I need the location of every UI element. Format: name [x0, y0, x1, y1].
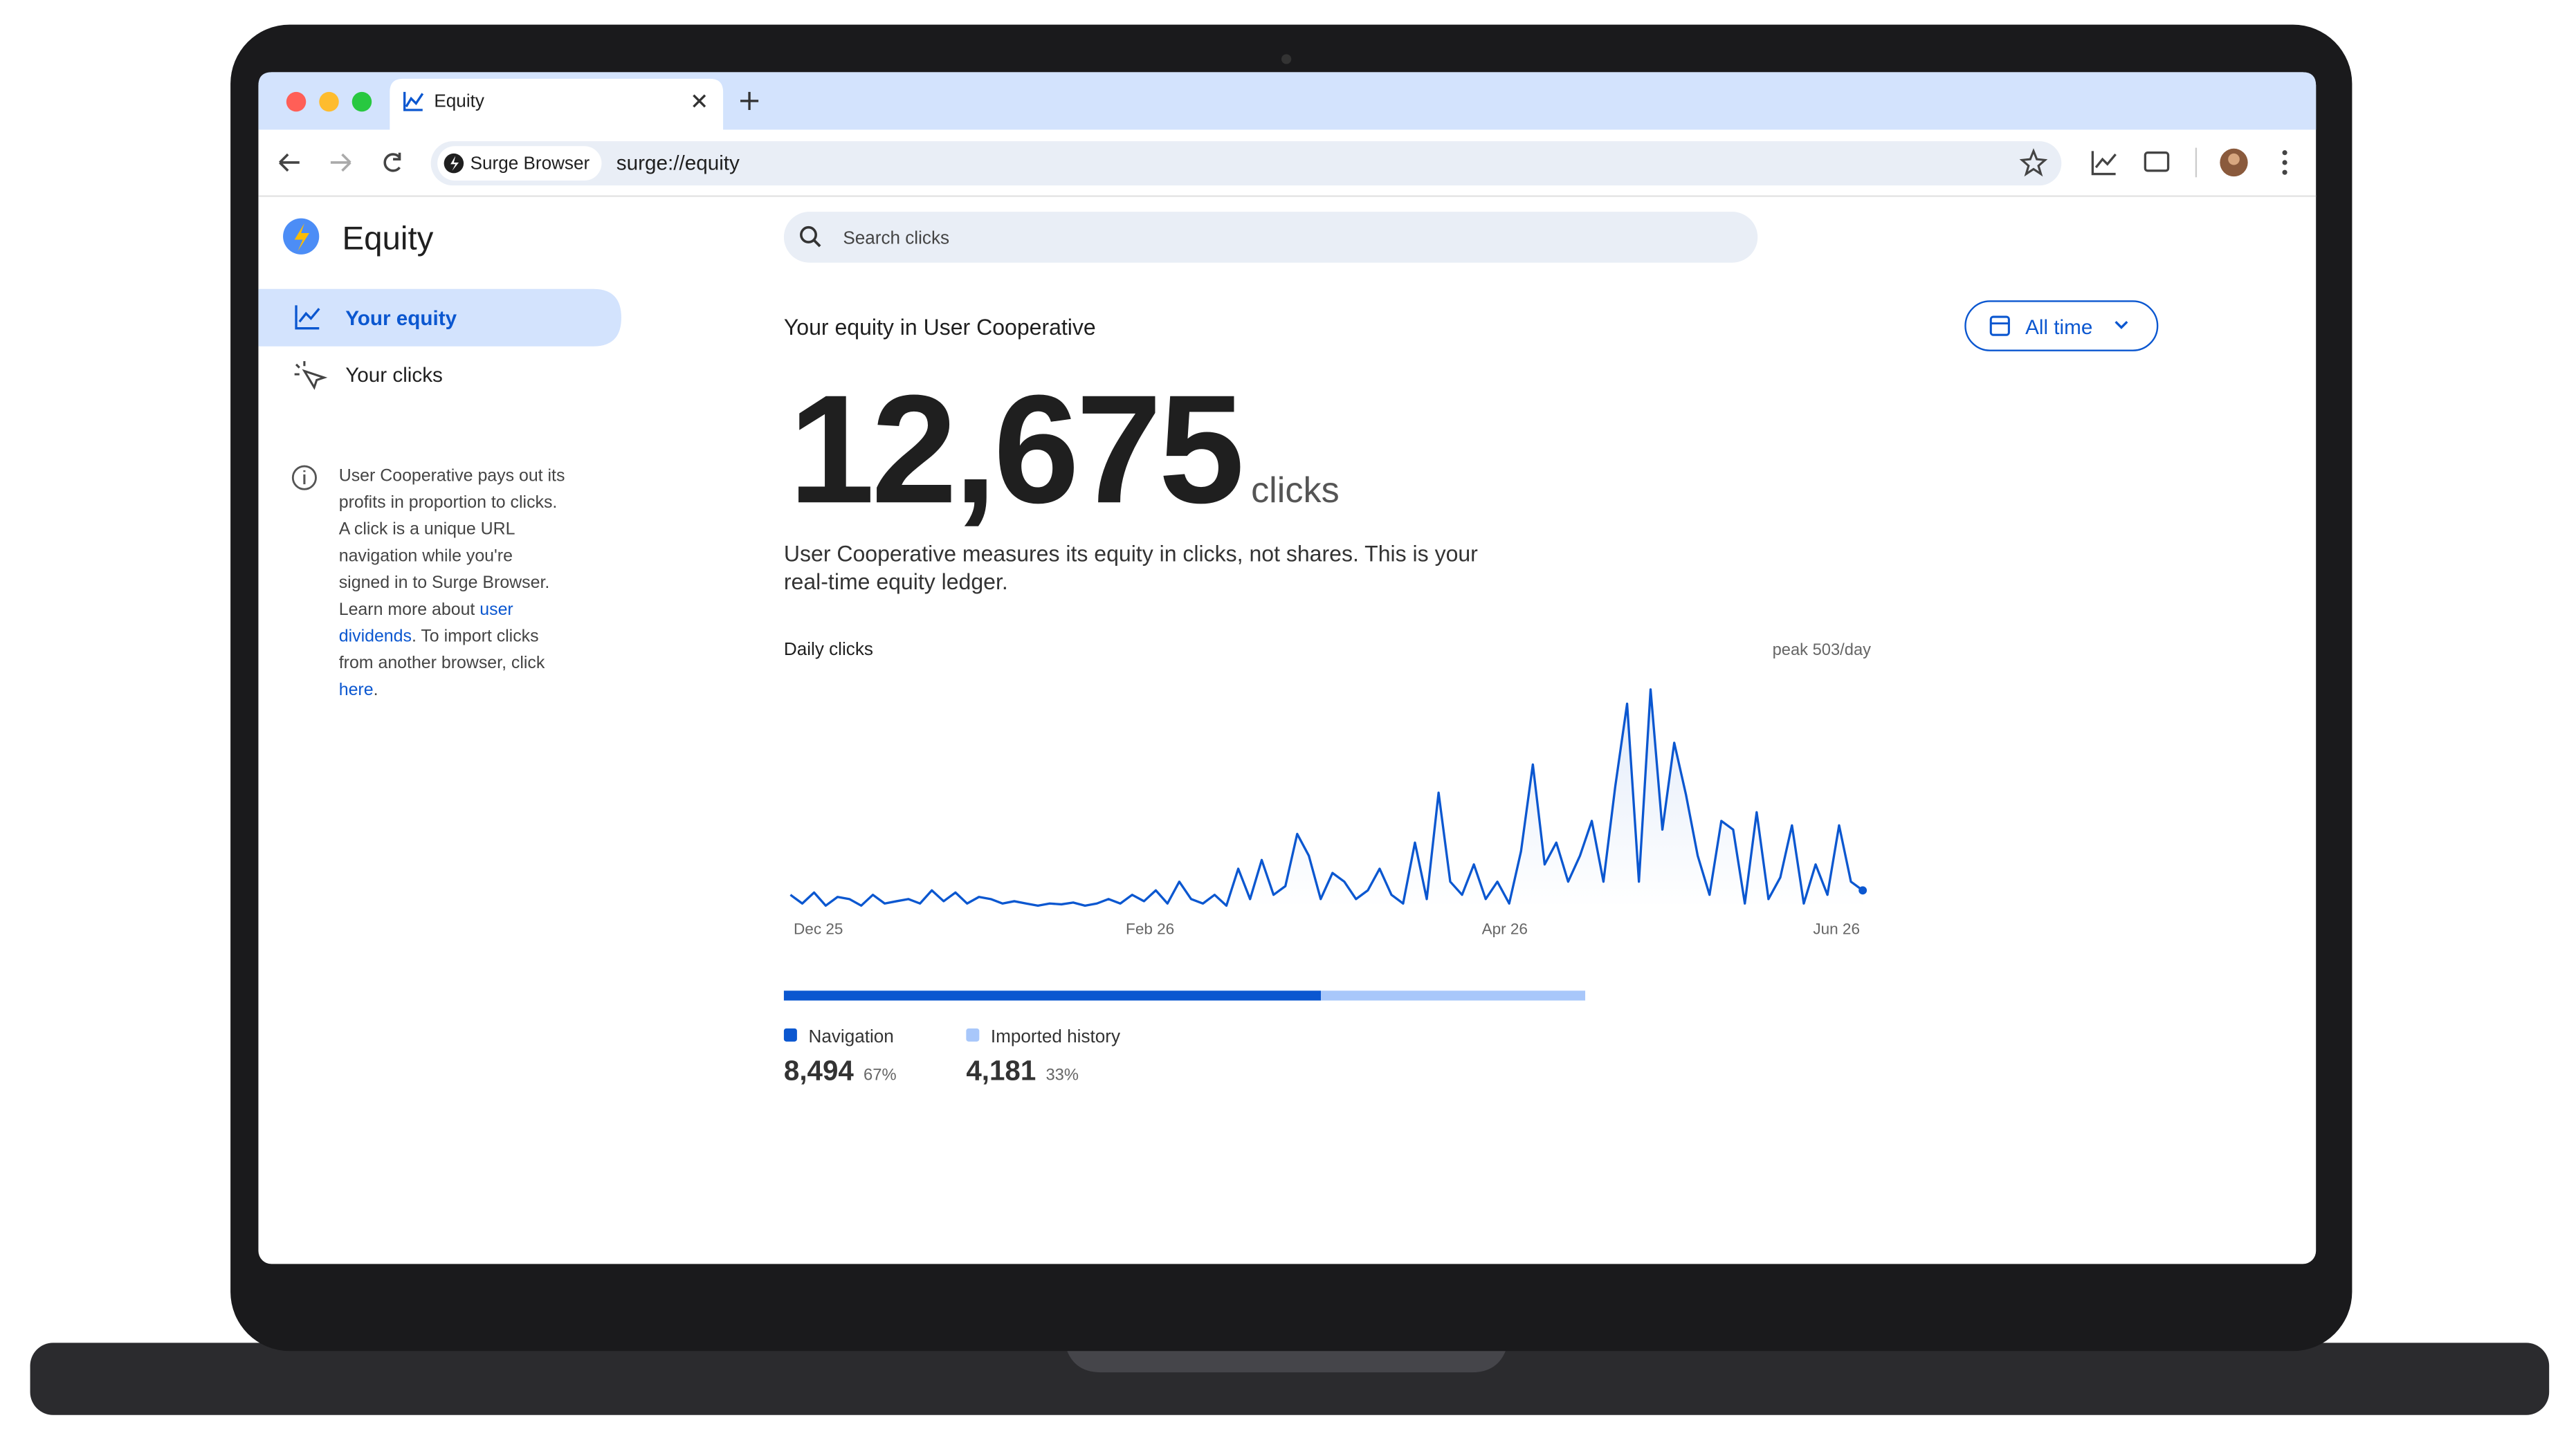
segment-percent: 33% [1045, 1067, 1078, 1085]
forward-button[interactable] [330, 153, 351, 172]
breakdown-bar [1321, 990, 1586, 1001]
last-point [1858, 886, 1867, 895]
info-line: from another browser, click [339, 653, 545, 672]
search-icon-handle [813, 239, 821, 248]
avatar-face [2228, 153, 2240, 165]
bookmark-star[interactable] [2019, 148, 2048, 177]
range-button[interactable] [1964, 300, 2159, 351]
nav-item-selected[interactable] [258, 288, 621, 347]
total-clicks: 12,675 [789, 363, 1241, 535]
legend-label: Imported history [991, 1026, 1120, 1047]
breakdown-bar [783, 990, 1322, 1001]
nav-icon-equity [295, 305, 320, 330]
info-span: Learn more about [339, 600, 480, 619]
range-button-label: All time [2025, 316, 2092, 339]
tab-close[interactable] [693, 94, 706, 108]
tab-icon [403, 91, 424, 111]
calendar-icon [1989, 315, 2010, 336]
x-tick-label: Feb 26 [1126, 920, 1174, 937]
chart-title: Daily clicks [784, 638, 873, 659]
tab-title: Equity [434, 90, 484, 111]
info-icon [291, 465, 317, 490]
range-chevron [2114, 320, 2128, 329]
info-span: User Cooperative pays out its [339, 465, 565, 485]
nav-item[interactable]: Your equity [345, 307, 457, 330]
site-chip[interactable] [437, 146, 602, 181]
info-text: User Cooperative pays out its profits in … [339, 465, 565, 699]
legend-swatch [966, 1028, 980, 1042]
active-tab[interactable] [390, 78, 724, 130]
info-line: User Cooperative pays out its [339, 465, 565, 485]
info-span: A click is a unique URL [339, 519, 515, 539]
sidebar-title: Equity [342, 221, 433, 257]
info-link[interactable]: user [479, 600, 513, 619]
app-logo-bolt [294, 223, 310, 252]
new-tab[interactable] [740, 91, 759, 111]
chart-annotation: peak 503/day [1773, 641, 1872, 659]
info-line: A click is a unique URL [339, 519, 515, 539]
x-tick-label: Jun 26 [1813, 920, 1860, 937]
nav-icon-clicks [294, 361, 328, 390]
breakdown: Navigation 8,494 67% Imported history 4,181 3… [783, 990, 1586, 1087]
info-span: profits in proportion to clicks. [339, 492, 558, 512]
menu-button[interactable] [2282, 150, 2287, 175]
description: User Cooperative measures its equity in … [784, 542, 1478, 566]
total-unit: clicks [1251, 470, 1340, 510]
info-line: profits in proportion to clicks. [339, 492, 558, 512]
search-icon [800, 225, 817, 243]
legend-label: Navigation [809, 1026, 894, 1047]
segment-percent: 67% [864, 1067, 896, 1085]
x-tick-label: Dec 25 [794, 920, 843, 937]
info-line: dividends. To import clicks [339, 626, 539, 645]
search-box[interactable] [783, 212, 1758, 263]
info-line: signed in to Surge Browser. [339, 573, 550, 592]
info-link[interactable]: here [339, 680, 374, 699]
laptop-base [30, 1343, 2550, 1415]
tab-strip [258, 72, 2317, 130]
legend-swatch [783, 1028, 797, 1042]
info-span: signed in to Surge Browser. [339, 573, 550, 592]
omnibox[interactable] [430, 141, 2062, 186]
equity-heading: Your equity in User Cooperative [784, 315, 1096, 340]
back-button[interactable] [279, 153, 300, 172]
daily-clicks-chart: Dec 25 Feb 26 Apr 26 Jun 26 [789, 688, 1867, 937]
screen [258, 72, 2317, 1264]
search-placeholder: Search clicks [843, 227, 949, 248]
equity-toolbar-button[interactable] [2091, 151, 2117, 176]
segment-value: 4,181 [966, 1055, 1036, 1087]
segment-value: 8,494 [784, 1055, 854, 1087]
camera [1281, 54, 1292, 64]
info-line: Learn more about user [339, 600, 513, 619]
reload-button[interactable] [383, 152, 401, 172]
search-tabs-button[interactable] [2144, 151, 2170, 172]
minimize-window[interactable] [319, 91, 339, 112]
info-span: . [374, 680, 378, 699]
info-line: navigation while you're [339, 546, 513, 565]
info-span: from another browser, click [339, 653, 545, 672]
info-line: here. [339, 680, 378, 699]
info-span: . To import clicks [412, 626, 539, 645]
x-tick-label: Apr 26 [1482, 920, 1528, 937]
description: real-time equity ledger. [784, 569, 1008, 594]
site-chip-label: Surge Browser [471, 152, 590, 173]
nav-item[interactable]: Your clicks [345, 364, 443, 387]
close-window[interactable] [286, 91, 307, 112]
maximize-window[interactable] [351, 91, 372, 112]
line [789, 688, 1864, 907]
url: surge://equity [616, 152, 740, 175]
area [790, 689, 1863, 908]
info-span: navigation while you're [339, 546, 513, 565]
chip-bolt [450, 156, 459, 171]
info-link[interactable]: dividends [339, 626, 412, 645]
